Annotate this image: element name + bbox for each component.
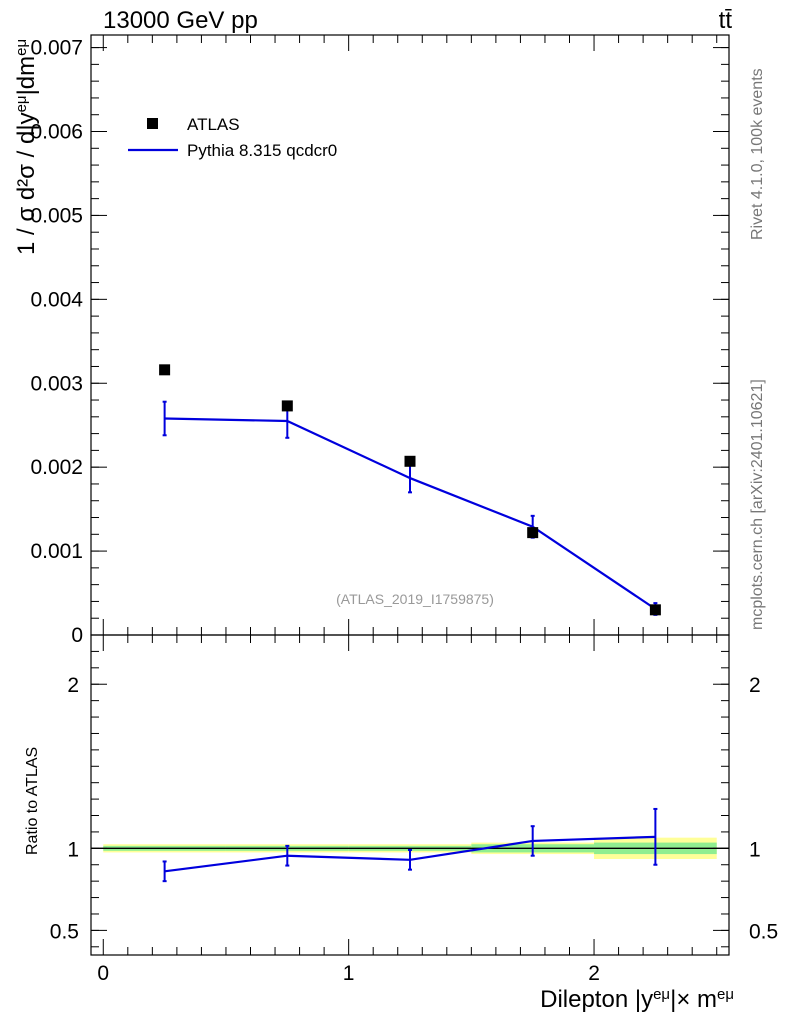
ratio-ytick-label: 1: [67, 838, 79, 861]
main-ytick-label: 0.002: [30, 456, 83, 479]
main-ytick-label: 0.006: [30, 121, 83, 144]
ratio-ytick-label-right: 0.5: [749, 920, 778, 943]
legend: ATLAS Pythia 8.315 qcdcr0: [128, 115, 337, 160]
legend-atlas-label: ATLAS: [187, 115, 240, 134]
ratio-data-layer: [162, 807, 658, 883]
ratio-ytick-label: 0.5: [50, 920, 79, 943]
process-label: 13000 GeV pp: [103, 7, 258, 34]
ratio-axis-ticks: 0.5 0.5 1 1 2 2 0 1 2: [50, 635, 778, 985]
pythia-line: [164, 417, 656, 610]
main-ytick-label: 0.007: [30, 37, 83, 60]
ratio-panel: 0.5 0.5 1 1 2 2 0 1 2: [50, 634, 778, 985]
ratio-ytick-label-right: 1: [749, 838, 761, 861]
main-ytick-label: 0.003: [30, 372, 83, 395]
atlas-data-point: [527, 527, 539, 539]
atlas-data-point: [159, 364, 171, 376]
mcplots-reference-label: mcplots.cern.ch [arXiv:2401.10621]: [749, 379, 766, 630]
atlas-data-point: [649, 604, 661, 616]
analysis-id-label: (ATLAS_2019_I1759875): [336, 591, 494, 607]
main-data-layer: [159, 364, 661, 616]
final-state-label: tt̄: [719, 7, 733, 34]
atlas-data-point: [404, 455, 416, 467]
ratio-y-axis-label: Ratio to ATLAS: [24, 747, 41, 855]
main-ytick-label: 0.004: [30, 288, 83, 311]
legend-atlas-marker: [147, 118, 158, 129]
ratio-ytick-label-right: 2: [749, 674, 761, 697]
xtick-label: 0: [97, 962, 109, 985]
main-axis-ticks: 0 0.001 0.002 0.003 0.004 0.005 0.006 0.007: [30, 35, 729, 647]
xtick-label: 2: [588, 962, 600, 985]
atlas-data-point: [281, 400, 293, 412]
legend-pythia-label: Pythia 8.315 qcdcr0: [187, 141, 337, 160]
rivet-version-label: Rivet 4.1.0, 100k events: [749, 68, 766, 240]
main-ytick-label: 0.005: [30, 204, 83, 227]
xtick-label: 1: [343, 962, 355, 985]
main-ytick-label: 0.001: [30, 540, 83, 563]
main-ytick-label: 0: [71, 624, 83, 647]
main-y-axis-label: 1 / σ d²σ / d|yeμ|dmeμ: [13, 39, 41, 255]
main-panel: 0 0.001 0.002 0.003 0.004 0.005 0.006 0.007: [30, 34, 730, 647]
x-axis-label: Dilepton |yeμ|× meμ: [540, 986, 734, 1014]
ratio-ytick-label: 2: [67, 674, 79, 697]
ratio-frame: [90, 634, 730, 956]
